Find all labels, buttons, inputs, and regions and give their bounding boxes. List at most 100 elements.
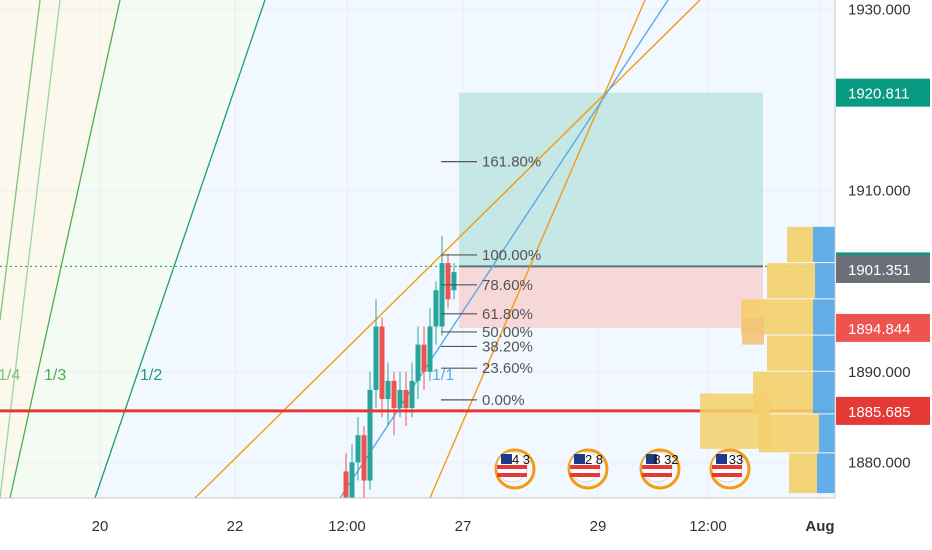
candle-body: [427, 326, 433, 372]
fib-level-label: 78.60%: [482, 277, 533, 294]
gann-fan-line: [0, 0, 61, 499]
price-tag-label: 1920.811: [848, 86, 909, 103]
event-badge-count: 2 8: [585, 452, 603, 467]
trend-fan-line: [194, 0, 701, 499]
price-tag-box: [836, 78, 930, 107]
fib-level-label: 23.60%: [482, 360, 533, 377]
event-badge-stripe: [712, 473, 742, 477]
volume-bar-down: [767, 335, 813, 371]
trend-fan: [194, 0, 701, 499]
fib-level-label: 0.00%: [482, 392, 525, 409]
price-tag-box: [836, 396, 930, 425]
event-badge-count: 33: [729, 452, 743, 467]
event-badge-ring: [639, 448, 681, 490]
time-tick-label: 12:00: [689, 518, 727, 535]
event-badge-canton: [716, 454, 727, 464]
candle-body: [391, 380, 397, 409]
candle-body: [361, 435, 367, 481]
candle-body: [415, 344, 421, 381]
event-badge-stripe: [497, 465, 527, 469]
event-badge-stripe: [642, 465, 672, 469]
trend-fan-line: [429, 0, 646, 499]
volume-bar-up: [813, 335, 835, 371]
volume-bar-up: [813, 299, 835, 335]
price-tag-label: 1885.685: [848, 404, 911, 421]
reward-zone: [459, 92, 763, 267]
event-badge-stripe: [497, 473, 527, 477]
event-badge-count: 8 32: [653, 452, 678, 467]
candle-body: [355, 435, 361, 463]
fib-level-label: 100.00%: [482, 247, 541, 264]
event-badge-ring: [709, 448, 751, 490]
candle-body: [421, 344, 427, 372]
volume-bar-down: [787, 226, 813, 263]
trend-fan-line: [339, 0, 669, 499]
time-tick-label: 12:00: [328, 518, 366, 535]
fib-level-label: 38.20%: [482, 338, 533, 355]
time-tick-label: Aug: [805, 518, 834, 535]
candle-body: [397, 389, 403, 409]
price-tick-label: 1880.000: [848, 454, 911, 471]
time-axis[interactable]: [0, 498, 835, 550]
event-badge-stripe: [712, 465, 742, 469]
time-tick-label: 20: [92, 518, 109, 535]
candle-body: [409, 380, 415, 409]
event-badge-ring: [567, 448, 609, 490]
volume-bar-highlight: [742, 317, 764, 345]
gann-label: 1/4: [0, 367, 20, 384]
event-badge-canton: [501, 454, 512, 464]
candle-body: [373, 326, 379, 390]
fib-level-label: 161.80%: [482, 154, 541, 171]
fib-level-label: 50.00%: [482, 324, 533, 341]
gann-fan-line: [94, 0, 266, 499]
time-tick-label: 27: [455, 518, 472, 535]
gann-fan-line: [0, 0, 41, 321]
candle-body: [445, 263, 451, 300]
gann-fan: 1/4 1/3 1/2 1/1: [0, 0, 454, 499]
candle-body: [379, 326, 385, 399]
price-axis-ticks: 1930.000 1910.000 1890.000 1880.000: [848, 1, 911, 471]
fib-extension: 261.80%161.80%100.00%78.60%61.80%50.00%3…: [441, 154, 541, 409]
price-tick-label: 1910.000: [848, 183, 911, 200]
price-tag-box: [836, 254, 930, 283]
time-axis-ticks: 20 22 12:00 27 29 12:00 Aug: [92, 518, 835, 535]
volume-profile: [700, 226, 835, 494]
event-badge-canton: [574, 454, 585, 464]
candle-body: [451, 272, 457, 291]
price-tag-label: 1894.844: [848, 321, 911, 338]
event-badges: 4 3 2 8 8 32 33: [494, 448, 751, 490]
candle-body: [439, 263, 445, 327]
event-badge-ring: [494, 448, 536, 490]
gann-label: 1/1: [432, 367, 454, 384]
volume-bar-down: [767, 263, 815, 299]
candle-body: [403, 389, 409, 409]
volume-bar-up: [813, 371, 835, 414]
event-badge-count: 4 3: [512, 452, 530, 467]
time-tick-label: 22: [227, 518, 244, 535]
volume-bar-up: [819, 414, 835, 453]
event-badge-stripe: [642, 473, 672, 477]
event-badge-canton: [646, 454, 657, 464]
position-zones: [0, 92, 835, 328]
volume-bar-up: [817, 453, 835, 494]
price-tag-box: [836, 313, 930, 342]
gann-region-tint-warm: [0, 0, 120, 498]
price-tick-label: 1930.000: [848, 1, 911, 18]
gann-label: 1/3: [44, 367, 66, 384]
price-tick-label: 1890.000: [848, 364, 911, 381]
volume-bar-poc: [700, 393, 770, 449]
volume-bar-down: [789, 453, 817, 494]
event-badge-stripe: [570, 473, 600, 477]
gann-fan-line: [9, 0, 121, 499]
volume-bar-up: [815, 263, 835, 299]
fib-level-label: 61.80%: [482, 306, 533, 323]
candle-body: [367, 389, 373, 481]
risk-zone: [459, 266, 763, 328]
volume-bar-up: [813, 226, 835, 263]
gann-label: 1/2: [140, 367, 162, 384]
candle-body: [385, 380, 391, 399]
candle-body: [433, 290, 439, 327]
price-tag-label: 1901.351: [848, 262, 911, 279]
